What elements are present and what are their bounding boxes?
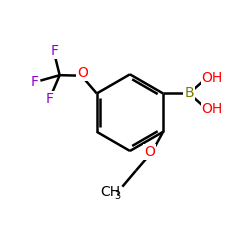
Text: B: B <box>184 86 194 101</box>
Text: 3: 3 <box>114 190 120 200</box>
Text: OH: OH <box>202 102 223 116</box>
Text: O: O <box>144 145 155 159</box>
Text: CH: CH <box>100 185 120 199</box>
Text: F: F <box>51 44 59 58</box>
Text: F: F <box>31 75 39 89</box>
Text: F: F <box>46 92 54 106</box>
Text: O: O <box>77 66 88 80</box>
Text: OH: OH <box>202 71 223 85</box>
